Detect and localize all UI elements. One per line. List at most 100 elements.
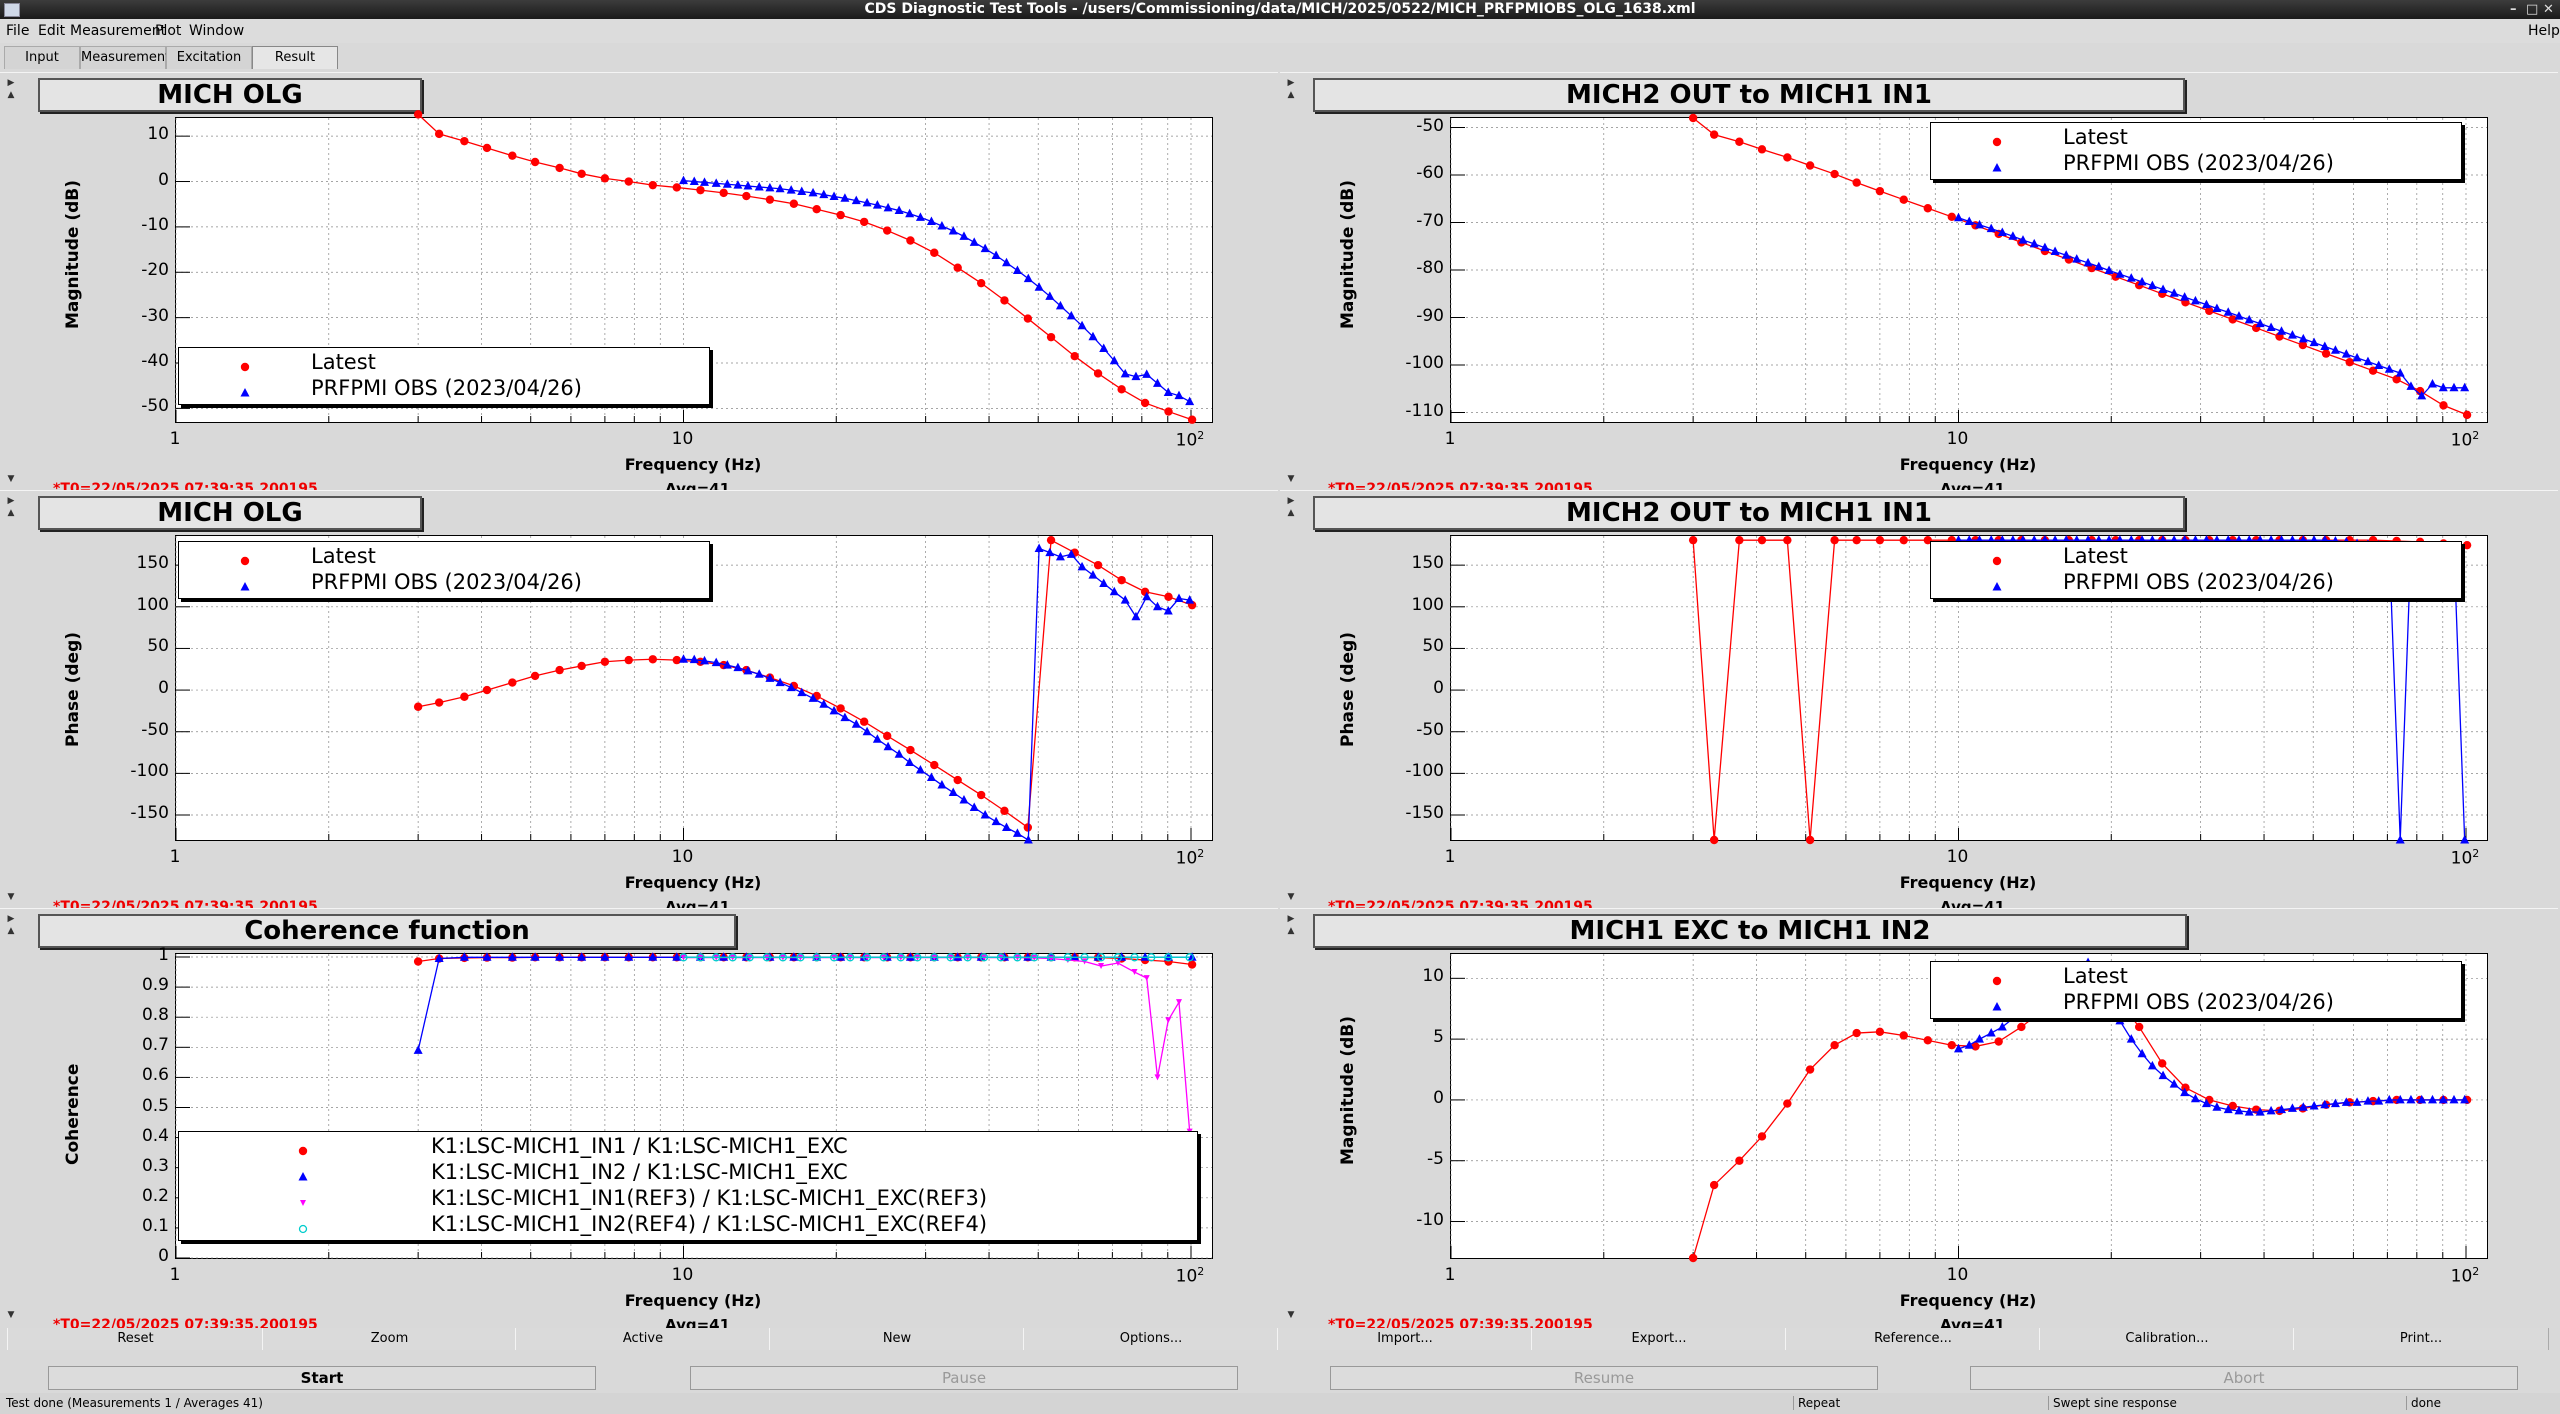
data-point [2017,1022,2026,1032]
active-button[interactable]: Active [515,1328,771,1350]
plot-panel[interactable]: ▶ ▲ ▼ MICH2 OUT to MICH1 IN1 -50 -60 -70 -80 -90… [1280,72,2558,498]
data-point [963,953,972,962]
plot-legend[interactable]: Latest PRFPMI OBS (2023/04/26) [178,541,710,599]
import-button[interactable]: Import... [1277,1328,1533,1350]
tab-input[interactable]: Input [4,46,80,69]
scroll-up-icon[interactable]: ▲ [1287,926,1295,936]
tab-result[interactable]: Result [252,46,338,69]
scroll-down-icon[interactable]: ▼ [7,1310,15,1320]
data-point [1096,953,1106,962]
legend-entry: Latest [2063,544,2128,568]
plot-panel[interactable]: ▶ ▲ ▼ MICH OLG 10 0 -10 -20 -30 -40 -50 1 10 102 Magni… [0,72,1278,498]
plot-panel[interactable]: ▶ ▲ ▼ Coherence function 1 0.9 0.8 0.7 0.6 0.5 0.4… [0,908,1278,1334]
plot-panel[interactable]: ▶ ▲ ▼ MICH1 EXC to MICH1 IN2 10 5 0 -5 -10 1 10 102… [1280,908,2558,1334]
scroll-down-icon[interactable]: ▼ [1287,892,1295,902]
panel-expand-icon[interactable]: ▶ [1287,496,1295,506]
data-point [689,654,699,664]
data-point [789,199,799,208]
options-button[interactable]: Options... [1023,1328,1279,1350]
scroll-up-icon[interactable]: ▲ [7,508,15,518]
calibration-button[interactable]: Calibration... [2039,1328,2295,1350]
menu-file[interactable]: File [6,23,30,39]
data-point [778,953,788,962]
legend-marker [1992,163,2002,172]
data-point [722,179,732,188]
scroll-up-icon[interactable]: ▲ [7,90,15,100]
data-point [1023,314,1033,323]
data-point [2126,273,2136,282]
tab-measurement[interactable]: Measurement [80,46,170,69]
print-button[interactable]: Print... [2293,1328,2549,1350]
zoom-button[interactable]: Zoom [262,1328,517,1350]
panel-expand-icon[interactable]: ▶ [7,914,15,924]
scroll-down-icon[interactable]: ▼ [7,474,15,484]
menu-help[interactable]: Help [2528,23,2560,39]
plot-legend[interactable]: Latest PRFPMI OBS (2023/04/26) [178,347,710,405]
scroll-up-icon[interactable]: ▲ [7,926,15,936]
plot-legend[interactable]: K1:LSC-MICH1_IN1 / K1:LSC-MICH1_EXC K1:LS… [178,1131,1198,1241]
y-tick-label: -50 [1416,115,1444,136]
data-point [937,220,947,230]
panel-expand-icon[interactable]: ▶ [7,496,15,506]
data-point [624,952,634,961]
data-point [1688,113,1698,123]
scroll-down-icon[interactable]: ▼ [7,892,15,902]
y-tick-label: 0 [158,1246,169,1266]
abort-button[interactable]: Abort [1970,1366,2518,1390]
data-point [1164,952,1174,961]
series-line [417,956,1193,1051]
resume-button[interactable]: Resume [1330,1366,1878,1390]
x-tick-label: 10 [1946,847,1969,867]
data-point [1099,578,1109,587]
data-point [2277,1104,2287,1114]
data-point [765,673,775,682]
data-point [2330,1098,2340,1108]
data-point [2392,375,2401,384]
minimize-icon[interactable]: – [2510,2,2517,17]
reset-button[interactable]: Reset [7,1328,264,1350]
y-tick-label: 0.7 [141,1035,169,1056]
scroll-up-icon[interactable]: ▲ [1287,90,1295,100]
scroll-down-icon[interactable]: ▼ [1287,474,1295,484]
plot-legend[interactable]: Latest PRFPMI OBS (2023/04/26) [1930,122,2462,180]
start-button[interactable]: Start [48,1366,596,1390]
plot-panel[interactable]: ▶ ▲ ▼ MICH2 OUT to MICH1 IN1 150 100 50 0 -50 -10… [1280,490,2558,916]
series-line [683,956,1191,1132]
legend-marker-symbol [1992,1002,2002,1011]
plot-panel[interactable]: ▶ ▲ ▼ MICH OLG 150 100 50 0 -50 -100 -150 1 10 102 Pha… [0,490,1278,916]
data-point [2320,1099,2330,1109]
menu-measurement[interactable]: Measurement [70,23,167,39]
data-point [1093,560,1103,570]
menu-plot[interactable]: Plot [155,23,182,39]
x-tick-label: 102 [1175,1265,1205,1287]
y-tick-label: -50 [141,719,169,740]
maximize-icon[interactable]: □ [2526,2,2539,17]
data-point [577,952,587,961]
data-point [1735,137,1744,146]
data-point [530,671,540,681]
menu-edit[interactable]: Edit [38,23,66,39]
panel-expand-icon[interactable]: ▶ [1287,914,1295,924]
data-point [2137,1048,2147,1058]
panel-expand-icon[interactable]: ▶ [1287,78,1295,88]
panel-expand-icon[interactable]: ▶ [7,78,15,88]
plot-legend[interactable]: Latest PRFPMI OBS (2023/04/26) [1930,541,2462,599]
reference-button[interactable]: Reference... [1785,1328,2041,1350]
menu-window[interactable]: Window [189,23,245,39]
plot-legend[interactable]: Latest PRFPMI OBS (2023/04/26) [1930,961,2462,1019]
tab-excitation[interactable]: Excitation [166,46,252,69]
data-point [775,677,785,687]
export-button[interactable]: Export... [1531,1328,1787,1350]
new-button[interactable]: New [769,1328,1025,1350]
data-point [459,952,469,961]
data-point [1142,591,1152,601]
data-point [2244,314,2254,324]
data-point [413,1045,423,1054]
pause-button[interactable]: Pause [690,1366,1238,1390]
close-icon[interactable]: ✕ [2543,2,2554,17]
data-point [1120,368,1130,378]
data-point [2255,1107,2265,1116]
scroll-down-icon[interactable]: ▼ [1287,1310,1295,1320]
scroll-up-icon[interactable]: ▲ [1287,508,1295,518]
y-tick-label: -40 [141,351,169,371]
